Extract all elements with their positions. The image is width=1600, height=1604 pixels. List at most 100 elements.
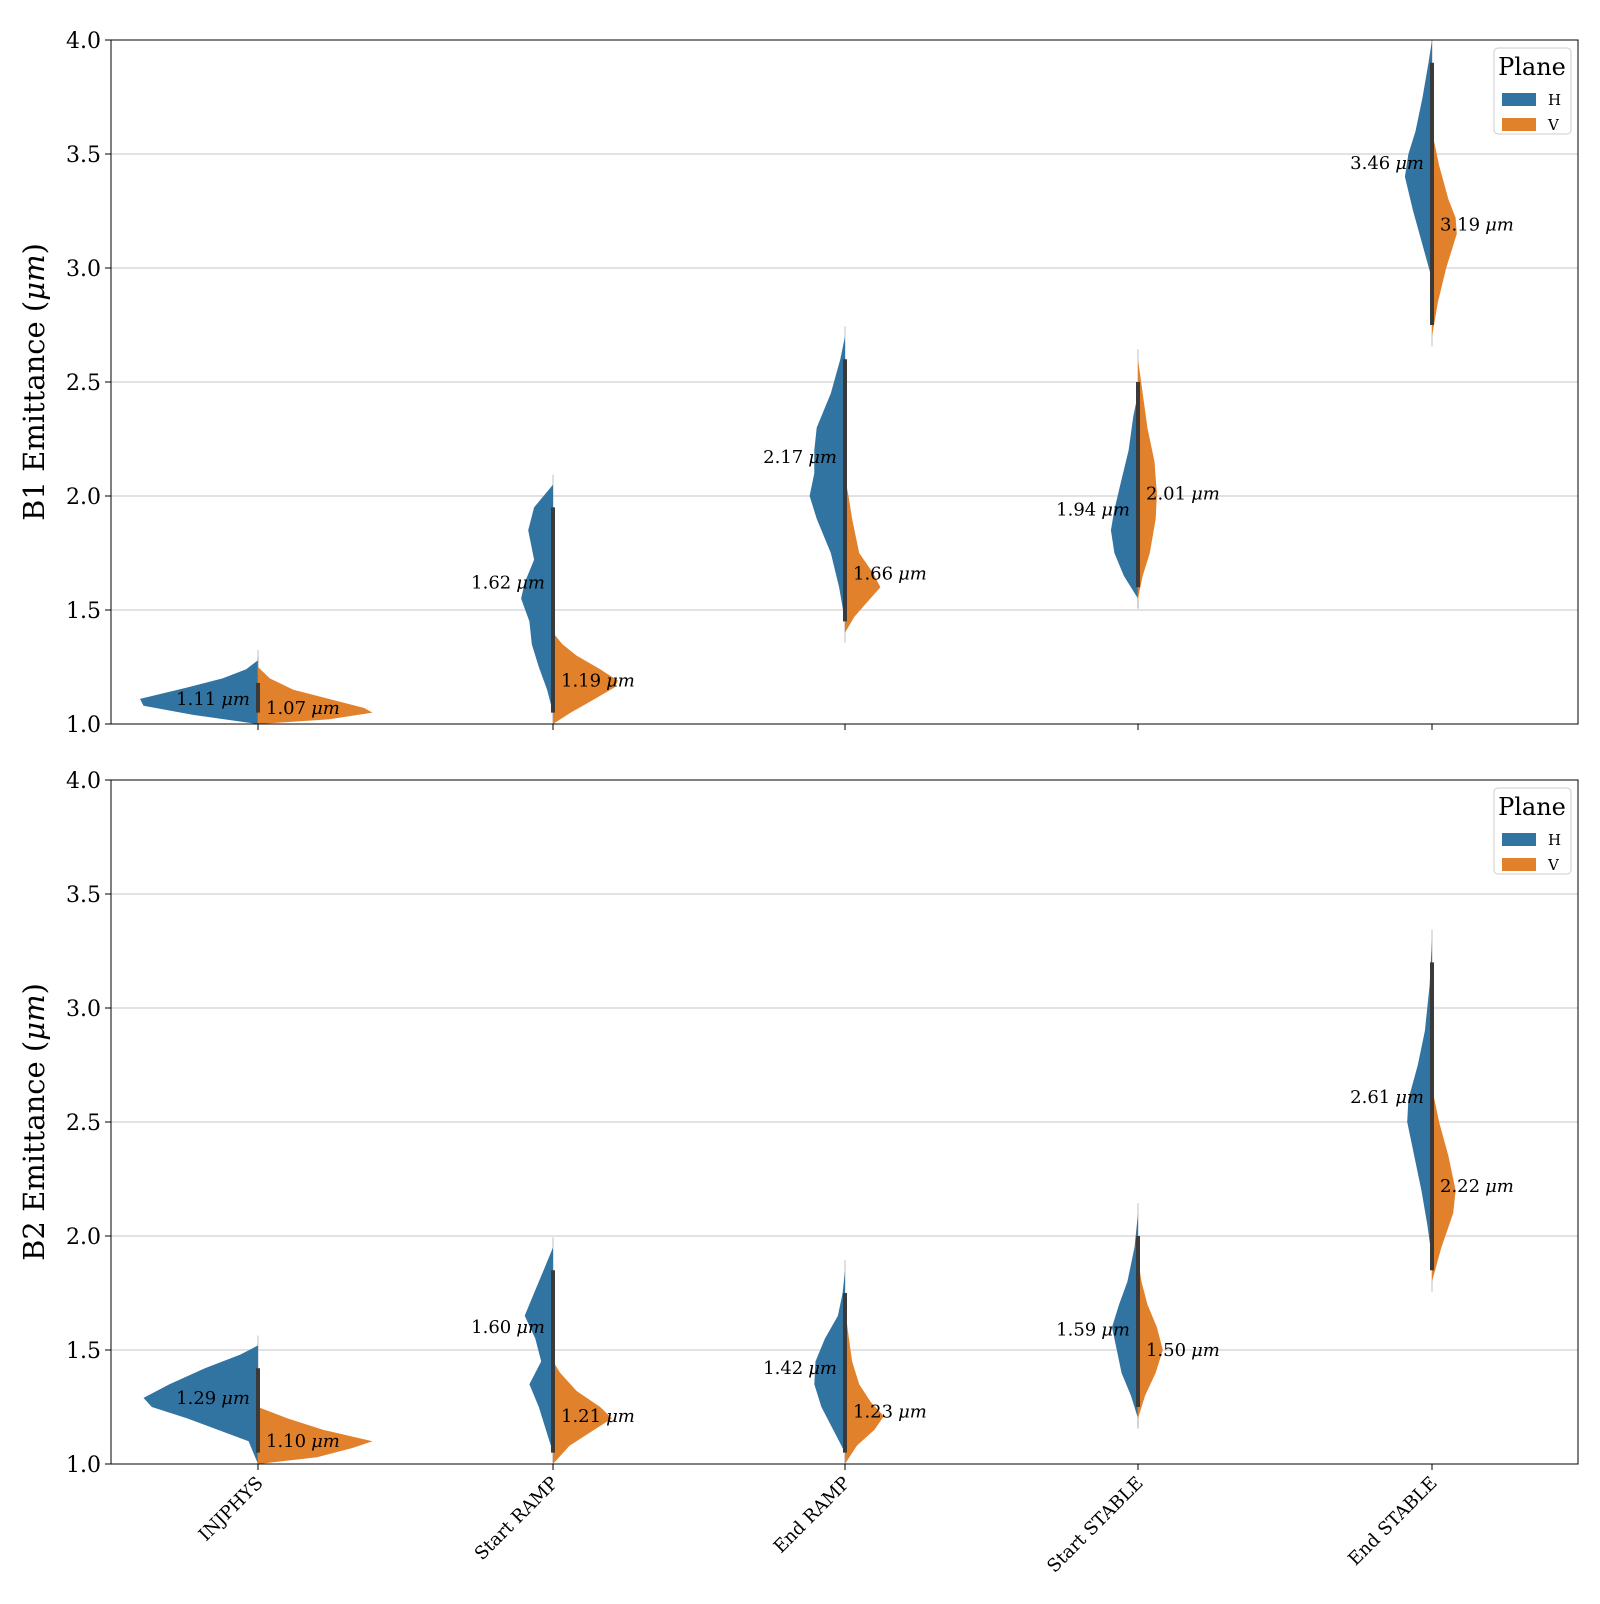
y-axis-label-suffix: ): [17, 243, 51, 254]
legend: Plane HV: [1493, 47, 1572, 135]
median-unit: μm: [898, 1402, 927, 1423]
violin-h-2: [521, 484, 553, 713]
y-tick-label: 4.0: [66, 29, 101, 54]
median-unit: μm: [606, 1406, 635, 1427]
violins: [140, 40, 1457, 724]
violin-h-4: [1110, 393, 1138, 599]
violin-v-4: [1138, 359, 1157, 599]
y-axis-label-prefix: B1 Emittance (: [17, 301, 51, 521]
y-axis-label-unit: μm: [17, 994, 51, 1040]
panel-1: 1.01.52.02.53.03.54.0B1 Emittance (μm)1.…: [17, 29, 1579, 738]
median-unit: μm: [808, 1358, 837, 1379]
median-unit: μm: [1395, 1087, 1424, 1108]
violin-v-2: [553, 1361, 612, 1464]
x-category-label: End STABLE: [1344, 1473, 1441, 1570]
y-tick-label: 3.0: [66, 997, 101, 1022]
median-value: 1.59: [1056, 1319, 1096, 1340]
y-axis-label-unit: μm: [17, 254, 51, 300]
violin-v-3: [845, 477, 881, 633]
median-unit: μm: [1485, 1176, 1514, 1197]
median-value: 1.42: [763, 1358, 803, 1379]
median-label-v: 1.50 μm: [1146, 1340, 1220, 1361]
median-label-v: 1.07 μm: [266, 698, 340, 719]
median-unit: μm: [516, 1317, 545, 1338]
median-label-h: 2.61 μm: [1350, 1087, 1424, 1108]
median-unit: μm: [516, 573, 545, 594]
median-label-h: 1.59 μm: [1056, 1319, 1130, 1340]
violin-v-1: [258, 667, 373, 724]
legend-box: [1493, 787, 1572, 875]
median-value: 1.50: [1146, 1340, 1186, 1361]
legend-box: [1493, 47, 1572, 135]
median-unit: μm: [898, 564, 927, 585]
median-label-v: 1.10 μm: [266, 1431, 340, 1452]
median-unit: μm: [311, 698, 340, 719]
median-value: 3.46: [1350, 153, 1390, 174]
median-label-v: 1.23 μm: [853, 1402, 927, 1423]
y-tick-label: 3.5: [66, 143, 101, 168]
median-value: 1.21: [561, 1406, 601, 1427]
violin-h-2: [524, 1247, 553, 1453]
median-value: 1.66: [853, 564, 893, 585]
violins: [143, 929, 1456, 1464]
median-label-h: 1.60 μm: [471, 1317, 545, 1338]
y-tick-label: 3.5: [66, 883, 101, 908]
y-tick-label: 1.5: [66, 1339, 101, 1364]
violin-v-5: [1432, 1087, 1456, 1282]
median-unit: μm: [1191, 484, 1220, 505]
median-value: 2.17: [763, 447, 803, 468]
legend-swatch-h: [1502, 833, 1536, 846]
y-tick-label: 1.0: [66, 713, 101, 738]
y-tick-label: 2.5: [66, 371, 101, 396]
median-label-h: 1.94 μm: [1056, 500, 1130, 521]
median-label-h: 1.62 μm: [471, 573, 545, 594]
panel-2: 1.01.52.02.53.03.54.0B2 Emittance (μm)1.…: [17, 769, 1579, 1577]
median-value: 2.61: [1350, 1087, 1390, 1108]
median-unit: μm: [1395, 153, 1424, 174]
median-label-v: 2.01 μm: [1146, 484, 1220, 505]
legend: Plane HV: [1493, 787, 1572, 875]
y-axis-label: B2 Emittance (μm): [17, 983, 51, 1261]
violin-h-1: [140, 660, 258, 724]
median-unit: μm: [1485, 215, 1514, 236]
legend-swatch-v: [1502, 118, 1536, 131]
legend-title: Plane: [1498, 793, 1566, 821]
median-unit: μm: [1101, 1319, 1130, 1340]
violin-h-5: [1407, 939, 1432, 1259]
y-tick-label: 2.5: [66, 1111, 101, 1136]
x-category-label: INJPHYS: [195, 1473, 268, 1546]
legend-swatch-v: [1502, 858, 1536, 871]
y-axis-label: B1 Emittance (μm): [17, 243, 51, 521]
y-tick-label: 4.0: [66, 769, 101, 794]
y-tick-label: 2.0: [66, 1225, 101, 1250]
median-value: 1.07: [266, 698, 306, 719]
y-axis-label-suffix: ): [17, 983, 51, 994]
median-label-v: 2.22 μm: [1440, 1176, 1514, 1197]
median-label-h: 3.46 μm: [1350, 153, 1424, 174]
violin-h-5: [1404, 40, 1432, 280]
median-value: 1.23: [853, 1402, 893, 1423]
median-value: 3.19: [1440, 215, 1480, 236]
violin-h-4: [1112, 1213, 1138, 1419]
violin-v-4: [1138, 1258, 1163, 1419]
median-unit: μm: [1101, 500, 1130, 521]
x-category-label: Start STABLE: [1043, 1473, 1147, 1577]
axes-frame: [110, 779, 1579, 1465]
median-value: 1.60: [471, 1317, 511, 1338]
median-label-h: 2.17 μm: [763, 447, 837, 468]
median-label-v: 3.19 μm: [1440, 215, 1514, 236]
legend-entry-h: H: [1548, 91, 1561, 109]
median-value: 1.29: [176, 1388, 216, 1409]
violin-v-2: [553, 632, 618, 724]
median-unit: μm: [221, 689, 250, 710]
legend-entry-h: H: [1548, 831, 1561, 849]
y-axis-label-prefix: B2 Emittance (: [17, 1041, 51, 1261]
axes-frame: [110, 39, 1579, 725]
median-label-v: 1.66 μm: [853, 564, 927, 585]
violin-v-5: [1432, 131, 1457, 337]
median-value: 2.22: [1440, 1176, 1480, 1197]
legend-entry-v: V: [1547, 116, 1560, 134]
legend-swatch-h: [1502, 93, 1536, 106]
